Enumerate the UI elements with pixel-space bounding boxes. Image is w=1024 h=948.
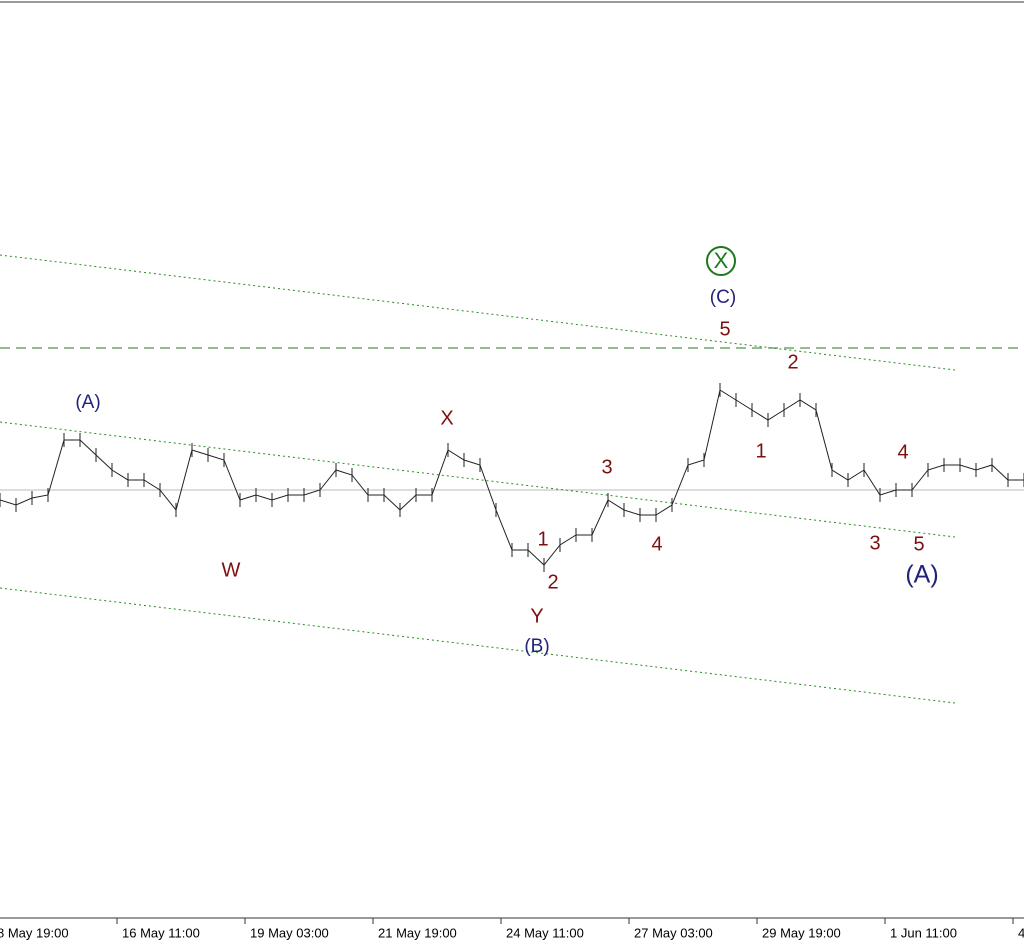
- x-tick-label: 4: [1018, 925, 1024, 940]
- wave-label: W: [222, 559, 241, 581]
- channel-line: [0, 254, 956, 371]
- wave-label: (A): [905, 561, 938, 589]
- channel-line: [0, 587, 956, 704]
- wave-label: 4: [651, 533, 662, 555]
- wave-label: 3: [869, 532, 880, 554]
- wave-label: 2: [787, 351, 798, 373]
- wave-label: (A): [75, 392, 100, 413]
- wave-label: 1: [755, 440, 766, 462]
- x-tick-label: 24 May 11:00: [506, 925, 584, 940]
- wave-label: X: [440, 407, 453, 429]
- wave-label: X: [714, 248, 729, 273]
- wave-label: 1: [537, 528, 548, 550]
- wave-circle: [706, 246, 736, 276]
- wave-label: 3: [601, 456, 612, 478]
- wave-label: (B): [524, 636, 549, 657]
- x-tick-label: 16 May 11:00: [122, 925, 200, 940]
- channel-line: [0, 421, 956, 538]
- wave-label: (C): [710, 287, 736, 308]
- x-tick-label: 21 May 19:00: [378, 925, 457, 940]
- wave-label: Y: [530, 605, 543, 627]
- x-tick-label: 29 May 19:00: [762, 925, 841, 940]
- x-tick-label: 1 Jun 11:00: [890, 925, 957, 940]
- x-tick-label: 27 May 03:00: [634, 925, 713, 940]
- price-line: [0, 389, 1024, 566]
- wave-label: 5: [913, 533, 924, 555]
- wave-label: 5: [719, 318, 730, 340]
- x-tick-label: 19 May 03:00: [250, 925, 329, 940]
- wave-label: 4: [897, 441, 908, 463]
- x-tick-label: 8 May 19:00: [0, 925, 69, 940]
- wave-label: 2: [547, 571, 558, 593]
